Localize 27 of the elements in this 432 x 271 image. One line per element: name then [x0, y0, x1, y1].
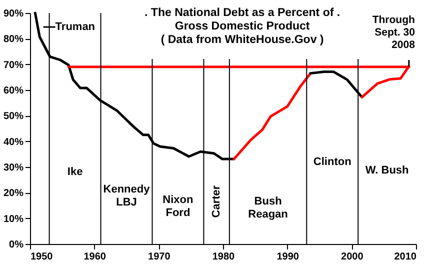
ref-line-label: Clinton [313, 156, 352, 168]
ref-line-label: Kennedy LBJ [103, 183, 151, 208]
y-tick-label: 10% [3, 214, 24, 225]
y-tick-label: 60% [3, 86, 24, 96]
ref-line-label: Bush Reagan [248, 196, 288, 221]
y-tick-label: 50% [3, 111, 24, 122]
ref-line-label: Ike [67, 166, 83, 178]
annotation: Through Sept. 30 2008 [372, 14, 416, 51]
text: . The National Debt as a Percent of . Gross Domestic Product ( Data from WhiteHouse.Gov ) [144, 7, 340, 46]
ref-line-label: Nixon Ford [162, 194, 194, 220]
y-tick-label: 20% [3, 188, 24, 200]
x-tick-label: 1950 [30, 252, 54, 262]
x-tick-label: 1980 [212, 252, 236, 262]
x-tick-label: 2000 [341, 252, 364, 262]
annotation: Truman [55, 21, 96, 33]
x-tick-label: 1970 [148, 252, 171, 262]
x-tick-label: 1990 [276, 252, 300, 262]
y-tick-label: 40% [3, 136, 24, 148]
y-tick-label: 0% [9, 240, 24, 250]
y-tick-label: 90% [3, 8, 24, 20]
ref-line-label: Carter [210, 184, 223, 218]
y-tick-label: 30% [3, 162, 24, 174]
ref-line-label: W. Bush [365, 164, 410, 177]
y-tick-label: 80% [3, 34, 24, 46]
y-tick-label: 70% [3, 60, 24, 71]
x-tick-label: 1960 [84, 252, 106, 262]
x-tick-label: 2010 [394, 252, 417, 262]
